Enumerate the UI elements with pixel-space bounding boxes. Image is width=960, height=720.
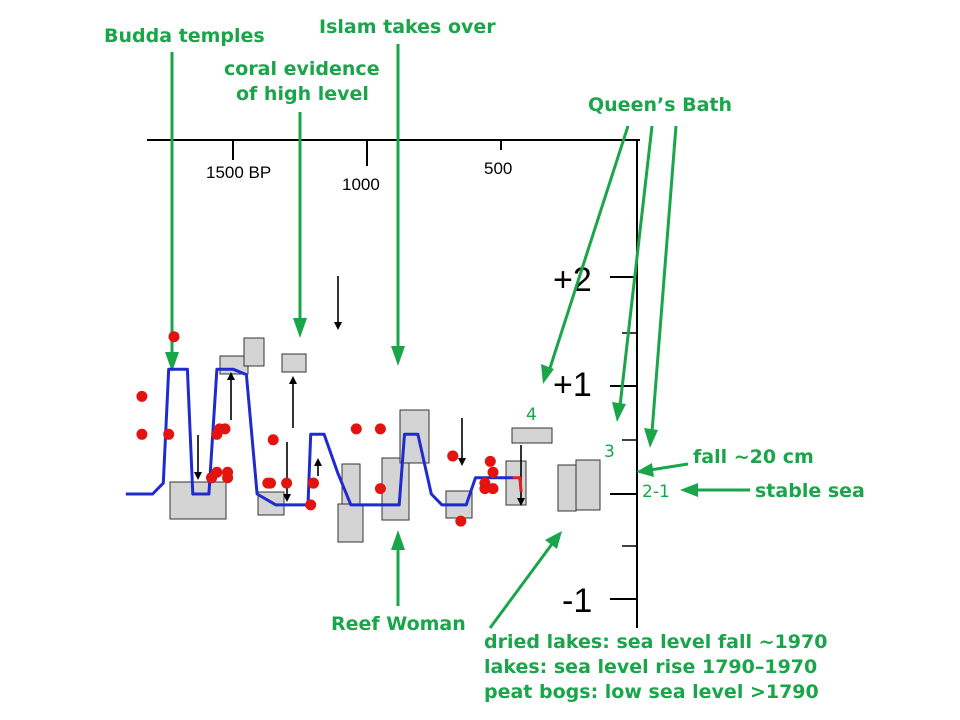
annotation-reef-woman: Reef Woman — [331, 613, 466, 635]
evidence-box — [337, 503, 364, 543]
data-point — [281, 477, 293, 489]
arrowhead — [458, 458, 466, 466]
sea-level-curve — [125, 367, 514, 507]
annotation-fall: fall ~20 cm — [693, 446, 814, 468]
evidence-box — [557, 464, 577, 512]
arrowhead — [194, 472, 202, 480]
recent-sea-level-curve — [513, 476, 523, 492]
evidence-box — [281, 353, 307, 373]
data-point — [222, 466, 234, 478]
evidence-box — [399, 409, 430, 464]
evidence-box — [169, 481, 227, 520]
arrowhead — [293, 318, 307, 338]
evidence-box — [511, 427, 553, 444]
x-tick-label-1500: 1500 BP — [206, 163, 271, 182]
legend-dried-lakes: dried lakes: sea level fall ~1970 — [484, 631, 827, 653]
arrowhead — [545, 531, 562, 549]
arrowhead — [541, 364, 554, 384]
label-2-1: 2-1 — [642, 482, 670, 502]
arrowhead — [636, 463, 654, 477]
arrowhead — [680, 483, 698, 497]
arrow-dried-lakes — [488, 543, 554, 629]
arrowhead — [314, 458, 322, 466]
evidence-box — [341, 463, 361, 505]
annotation-coral-line2: of high level — [236, 83, 369, 105]
evidence-box — [243, 337, 265, 367]
data-point — [487, 483, 499, 495]
arrowhead — [391, 346, 405, 366]
data-point — [374, 483, 386, 495]
arrow-queens-bath-2 — [650, 125, 678, 433]
data-point — [206, 472, 218, 484]
arrowhead — [517, 498, 525, 506]
arrowhead — [289, 376, 297, 384]
x-tick-label-1000: 1000 — [342, 175, 380, 194]
data-point — [265, 477, 276, 489]
annotation-stable-sea: stable sea — [755, 480, 865, 502]
data-point — [374, 423, 386, 435]
y-tick-label-minus1: -1 — [562, 582, 592, 620]
data-point — [487, 466, 499, 478]
data-point — [168, 331, 180, 343]
arrowhead — [391, 530, 405, 550]
arrowhead — [283, 494, 291, 502]
arrowhead — [165, 352, 179, 372]
annotation-queens-bath: Queen’s Bath — [588, 94, 732, 116]
arrow-queens-bath-3 — [618, 125, 654, 407]
legend-peat-bogs: peat bogs: low sea level >1790 — [484, 681, 819, 703]
data-point — [305, 499, 317, 511]
annotation-islam: Islam takes over — [319, 16, 496, 38]
data-point — [136, 428, 148, 440]
arrowhead — [612, 402, 626, 422]
data-point — [136, 390, 148, 402]
data-point — [484, 455, 496, 467]
data-point — [479, 483, 491, 495]
data-point — [267, 434, 279, 446]
y-tick-label-plus1: +1 — [553, 366, 592, 404]
annotation-budda-temples: Budda temples — [104, 25, 265, 47]
arrow-queens-bath-4 — [548, 125, 630, 369]
legend-lakes: lakes: sea level rise 1790–1970 — [484, 656, 817, 678]
data-point — [350, 423, 362, 435]
data-point — [447, 450, 459, 462]
y-tick-label-plus2: +2 — [553, 261, 592, 299]
arrowhead — [334, 322, 342, 330]
data-point — [163, 428, 175, 440]
arrowhead — [644, 428, 658, 448]
arrow-fall — [649, 462, 689, 472]
evidence-box — [575, 459, 601, 511]
label-3: 3 — [604, 442, 615, 462]
x-tick-label-500: 500 — [484, 159, 512, 178]
data-point — [307, 477, 319, 489]
annotation-coral-line1: coral evidence — [224, 58, 380, 80]
data-point — [455, 515, 467, 527]
label-4: 4 — [526, 405, 537, 425]
data-point — [219, 423, 231, 435]
evidence-box — [381, 457, 410, 521]
arrowhead — [227, 372, 235, 380]
